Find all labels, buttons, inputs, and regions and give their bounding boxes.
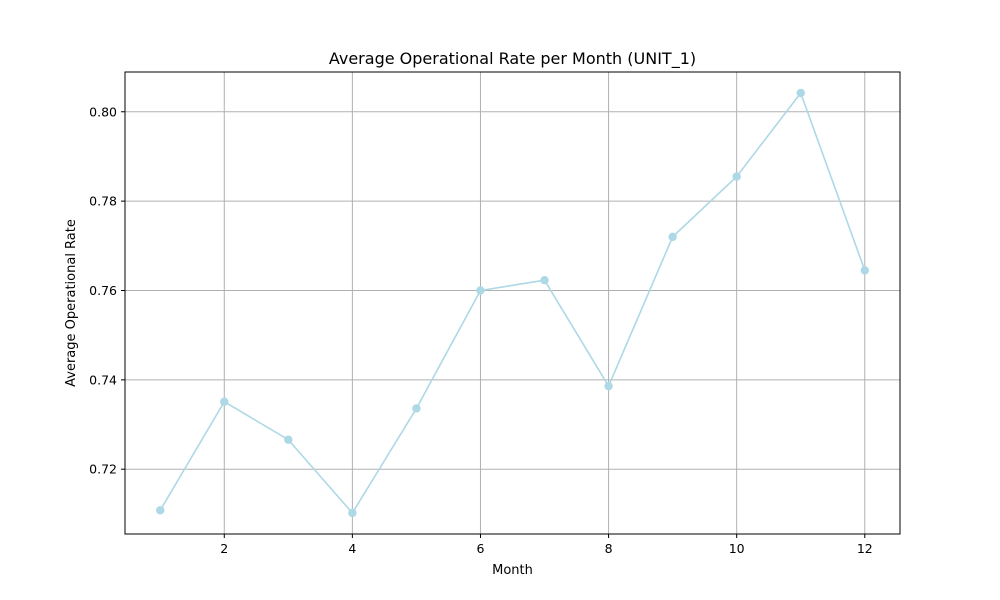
- grid: [125, 72, 900, 534]
- chart-title: Average Operational Rate per Month (UNIT…: [329, 49, 696, 69]
- plot-area-frame: [124, 71, 901, 535]
- data-point: [732, 172, 741, 181]
- x-tick-label: 8: [605, 541, 613, 556]
- data-point: [412, 404, 421, 413]
- data-point: [540, 276, 549, 285]
- data-point: [604, 381, 613, 391]
- data-point: [476, 286, 485, 295]
- y-tick-label: 0.76: [89, 283, 117, 298]
- data-point: [860, 266, 869, 275]
- x-tick-label: 12: [857, 541, 873, 556]
- y-axis-label: Average Operational Rate: [64, 219, 79, 387]
- data-point: [348, 508, 357, 518]
- data-point: [284, 435, 293, 444]
- data-point: [220, 397, 229, 406]
- y-tick-label: 0.72: [89, 462, 117, 477]
- y-tick-label: 0.74: [89, 372, 117, 387]
- y-tick-label: 0.80: [89, 104, 117, 119]
- series-layer: [156, 88, 869, 518]
- x-tick-label: 2: [220, 541, 228, 556]
- x-tick-label: 10: [729, 541, 745, 556]
- y-tick-label: 0.78: [89, 194, 117, 209]
- data-point: [796, 88, 805, 98]
- data-point: [156, 506, 165, 515]
- x-tick-label: 4: [348, 541, 356, 556]
- x-tick-label: 6: [476, 541, 484, 556]
- ticks: 2 4 6 8 10 12 0.72 0.74 0.76 0.78 0.80: [89, 104, 873, 556]
- data-point: [668, 232, 677, 242]
- x-axis-label: Month: [492, 563, 533, 578]
- series-line: [159, 92, 866, 514]
